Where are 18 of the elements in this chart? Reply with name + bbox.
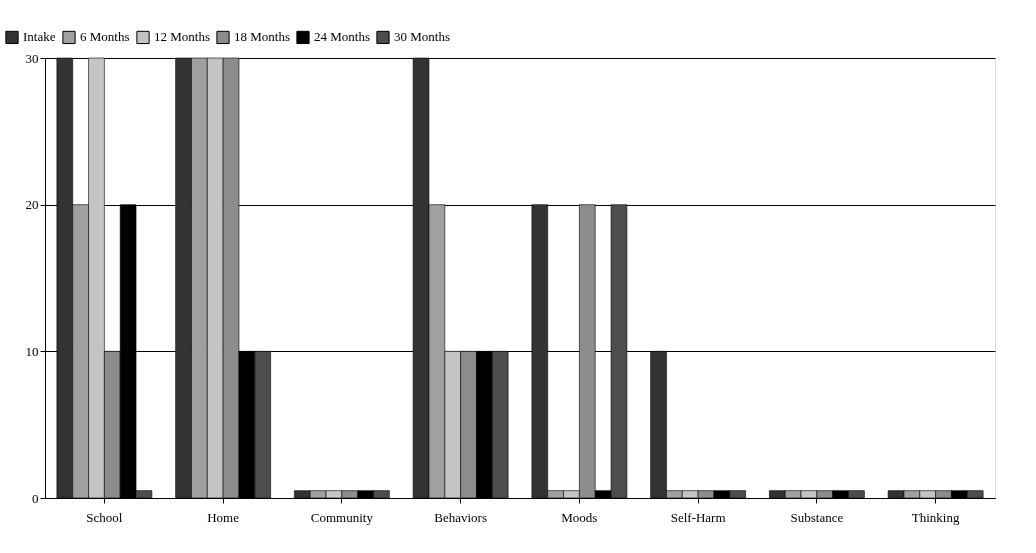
x-tick-label: Substance (790, 509, 844, 525)
x-tick-label: School (86, 509, 123, 525)
legend-label: 12 Months (154, 29, 210, 45)
legend-label: Intake (23, 29, 56, 45)
legend-label: 18 Months (234, 29, 290, 45)
x-tick-label: Home (207, 509, 240, 525)
x-tick-label: Behaviors (434, 509, 487, 525)
y-tick-label: 0 (32, 490, 39, 506)
legend-label: 6 Months (80, 29, 130, 45)
x-tick-label: Thinking (911, 509, 960, 525)
x-tick-label: Community (310, 509, 374, 525)
y-tick-label: 30 (25, 50, 39, 66)
legend-label: 24 Months (314, 29, 370, 45)
legend-label: 30 Months (394, 29, 450, 45)
y-tick-label: 10 (25, 343, 39, 359)
y-tick-label: 20 (25, 197, 39, 213)
x-tick-label: Self-Harm (670, 509, 726, 525)
x-tick-label: Moods (561, 509, 598, 525)
